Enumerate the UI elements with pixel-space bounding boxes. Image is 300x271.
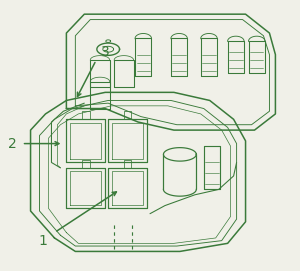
Text: 1: 1 xyxy=(38,234,47,248)
Text: 2: 2 xyxy=(8,137,17,151)
Text: 3: 3 xyxy=(101,45,110,59)
